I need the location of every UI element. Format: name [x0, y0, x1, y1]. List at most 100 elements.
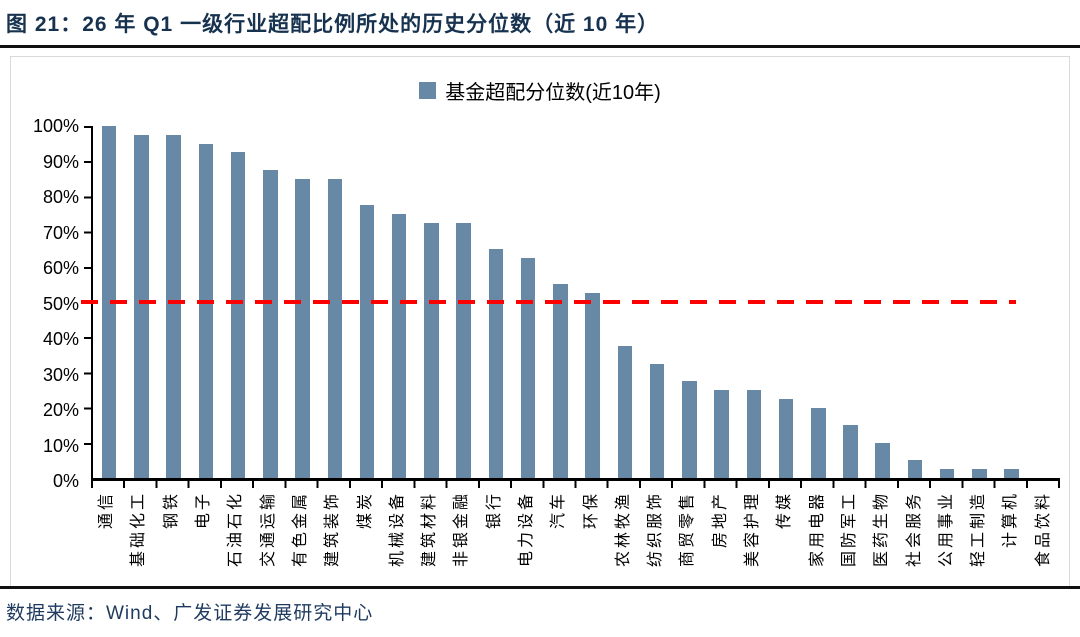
x-label-slot: 家用电器 — [802, 491, 834, 587]
x-label-slot: 公用事业 — [931, 491, 963, 587]
x-label-slot: 煤炭 — [349, 491, 381, 587]
x-axis-label: 银行 — [485, 491, 503, 530]
x-axis-label: 农林牧渔 — [614, 491, 632, 568]
x-axis-label: 建筑装饰 — [324, 491, 342, 568]
x-axis-label: 社会服务 — [905, 491, 923, 568]
x-label-slot: 电力设备 — [511, 491, 543, 587]
x-axis-label: 房地产 — [711, 491, 729, 549]
bar-slot — [963, 126, 995, 478]
x-label-slot: 建筑装饰 — [317, 491, 349, 587]
x-label-slot: 商贸零售 — [672, 491, 704, 587]
bar-slot — [641, 126, 673, 478]
bar — [134, 134, 149, 478]
x-label-slot: 农林牧渔 — [608, 491, 640, 587]
bar-slot — [157, 126, 189, 478]
bar — [1004, 469, 1019, 478]
x-axis-labels: 通信 基础化工 钢铁 电子 石油石化 交通运输 有色金属 建筑装饰 煤炭 机械设备 建筑材料 非银金融… — [91, 491, 1060, 587]
bar-slot — [351, 126, 383, 478]
bar-slot — [190, 126, 222, 478]
bar — [391, 214, 407, 478]
x-axis-label: 交通运输 — [259, 491, 277, 568]
x-label-slot: 纺织服饰 — [640, 491, 672, 587]
bar-slot — [738, 126, 770, 478]
bar-slot — [834, 126, 866, 478]
bar — [488, 249, 504, 478]
x-label-slot: 房地产 — [705, 491, 737, 587]
bar — [617, 346, 633, 478]
x-axis-label: 钢铁 — [162, 491, 180, 530]
chart-container: 基金超配分位数(近10年) 100% 90% 80% 70% 60% 50% 40% 30% 2… — [10, 56, 1070, 588]
x-axis-label: 计算机 — [1002, 491, 1020, 549]
bar — [198, 143, 214, 478]
x-axis-label: 食品饮料 — [1034, 491, 1052, 568]
x-axis-label: 机械设备 — [388, 491, 406, 568]
bar-slot — [415, 126, 447, 478]
chart-legend: 基金超配分位数(近10年) — [11, 78, 1069, 104]
bar-slot — [512, 126, 544, 478]
x-axis-label: 电力设备 — [518, 491, 535, 568]
y-axis-label: 60% — [42, 258, 79, 278]
x-axis-label: 轻工制造 — [970, 491, 988, 568]
bar — [746, 390, 762, 478]
x-axis-label: 基础化工 — [130, 491, 148, 568]
bar-slot — [222, 126, 254, 478]
plot-wrapper: 100% 90% 80% 70% 60% 50% 40% 30% 20% 10% 0% — [11, 116, 1069, 491]
y-axis-label: 20% — [42, 400, 79, 420]
bar — [907, 460, 923, 478]
x-label-slot: 轻工制造 — [963, 491, 995, 587]
x-axis-label: 国防军工 — [840, 491, 858, 568]
bar — [649, 363, 665, 478]
x-label-slot: 建筑材料 — [414, 491, 446, 587]
x-axis-ticks — [91, 481, 1060, 488]
bar — [553, 284, 568, 478]
y-axis-label: 10% — [42, 435, 79, 456]
x-axis-label: 建筑材料 — [421, 491, 439, 568]
bar-slot — [899, 126, 931, 478]
x-axis-label: 美容护理 — [744, 491, 762, 568]
x-label-slot: 汽车 — [543, 491, 575, 587]
x-axis-label: 非银金融 — [453, 491, 471, 568]
x-axis-label: 通信 — [98, 491, 116, 530]
y-axis-label: 0% — [52, 471, 79, 491]
x-label-slot: 钢铁 — [156, 491, 188, 587]
bar — [585, 293, 600, 478]
title-divider-rule — [0, 45, 1080, 48]
x-axis-label: 电子 — [195, 491, 213, 530]
bar-slot — [577, 126, 609, 478]
bar-slot — [383, 126, 415, 478]
bar — [520, 258, 536, 478]
bar-slot — [770, 126, 802, 478]
y-axis-label: 80% — [42, 187, 79, 207]
x-label-slot: 美容护理 — [737, 491, 769, 587]
x-label-slot: 有色金属 — [285, 491, 317, 587]
x-label-slot: 机械设备 — [382, 491, 414, 587]
reference-line-50pct — [81, 300, 1016, 304]
x-axis-zone: 通信 基础化工 钢铁 电子 石油石化 交通运输 有色金属 建筑装饰 煤炭 机械设备 建筑材料 非银金融… — [11, 481, 1069, 587]
bar-slot — [996, 126, 1028, 478]
y-axis-label: 30% — [42, 364, 79, 385]
bar-slot — [544, 126, 576, 478]
x-axis-label: 有色金属 — [291, 491, 309, 568]
x-axis-label: 家用电器 — [808, 491, 826, 568]
bar — [843, 425, 858, 478]
bar — [456, 222, 471, 478]
bar-slot — [1028, 126, 1060, 478]
bar — [811, 407, 826, 478]
x-label-slot: 传媒 — [769, 491, 801, 587]
bar — [295, 178, 310, 478]
bar-slot — [319, 126, 351, 478]
bar — [359, 205, 375, 478]
bar — [714, 390, 729, 478]
x-axis-spacer — [11, 481, 91, 587]
bar-slot — [867, 126, 899, 478]
bar — [875, 442, 890, 478]
x-axis-label: 公用事业 — [937, 491, 955, 568]
bar-slot — [931, 126, 963, 478]
bar — [230, 152, 246, 478]
y-axis-label: 90% — [42, 151, 79, 172]
bar-slot — [609, 126, 641, 478]
x-label-slot: 社会服务 — [898, 491, 930, 587]
x-label-slot: 国防军工 — [834, 491, 866, 587]
x-axis-label: 煤炭 — [356, 491, 374, 530]
x-label-slot: 环保 — [575, 491, 607, 587]
